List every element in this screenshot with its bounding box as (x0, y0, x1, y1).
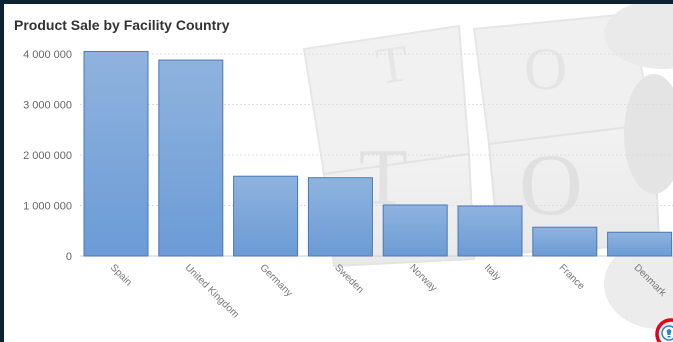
svg-text:O: O (524, 36, 567, 102)
x-category-label: United Kingdom (183, 262, 241, 320)
x-category-label: Germany (257, 262, 294, 299)
bar-united-kingdom[interactable] (158, 59, 224, 257)
bar-norway[interactable] (382, 204, 448, 257)
bar-denmark[interactable] (607, 231, 673, 257)
chart-title: Product Sale by Facility Country (14, 17, 230, 33)
y-axis-ticks: 0 1 000 000 2 000 000 3 000 000 4 000 000 (23, 49, 72, 263)
y-tick-label: 2 000 000 (23, 150, 72, 162)
bar-italy[interactable] (457, 205, 523, 257)
x-category-label: Sweden (332, 262, 365, 295)
svg-text:O: O (519, 137, 583, 234)
bar-sweden[interactable] (307, 177, 373, 257)
info-button[interactable] (648, 314, 673, 342)
x-axis-labels: Spain United Kingdom Germany Sweden Norway It… (108, 262, 669, 320)
y-tick-label: 0 (66, 251, 72, 263)
info-bulb-icon (655, 318, 673, 342)
x-category-label: Spain (108, 262, 134, 288)
x-category-label: Italy (482, 262, 503, 283)
x-category-label: Norway (407, 262, 439, 294)
svg-text:T: T (373, 35, 412, 96)
bar-france[interactable] (532, 226, 598, 257)
x-category-label: France (557, 262, 587, 292)
chart-panel: T T O O Product Sale by Facility Country… (4, 4, 673, 342)
bars (83, 50, 673, 257)
bar-germany[interactable] (233, 175, 299, 257)
y-tick-label: 1 000 000 (23, 201, 72, 213)
x-category-label: Denmark (631, 262, 668, 299)
bar-spain[interactable] (83, 50, 149, 257)
y-tick-label: 3 000 000 (23, 100, 72, 112)
y-tick-label: 4 000 000 (23, 49, 72, 61)
bar-chart: 0 1 000 000 2 000 000 3 000 000 4 000 000 Sp… (23, 49, 673, 320)
